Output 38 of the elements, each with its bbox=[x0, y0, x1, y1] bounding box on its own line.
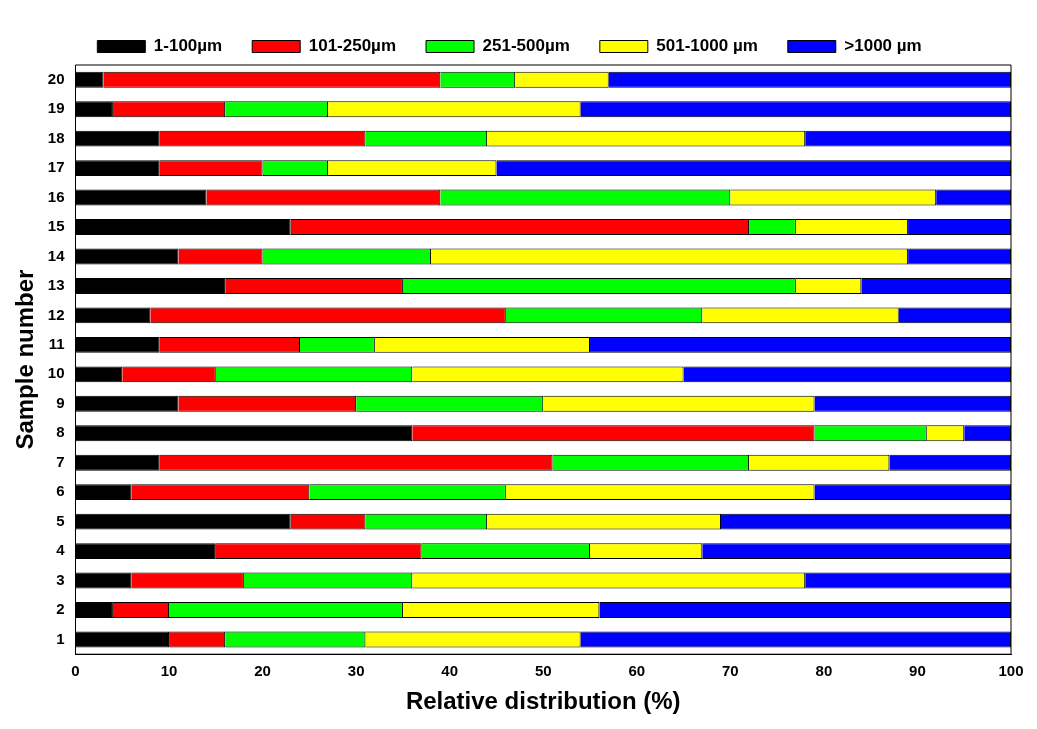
x-tick-label: 40 bbox=[441, 662, 459, 680]
x-tick-label: 30 bbox=[347, 662, 365, 680]
y-tick-label: 2 bbox=[56, 600, 65, 618]
y-tick-label: 5 bbox=[56, 511, 65, 529]
y-tick-label: 17 bbox=[47, 158, 65, 176]
y-tick-label: 19 bbox=[47, 99, 65, 117]
y-tick-label: 18 bbox=[47, 128, 65, 146]
x-tick-label: 0 bbox=[71, 662, 80, 680]
y-tick-label: 4 bbox=[56, 541, 66, 559]
legend-label: >1000 µm bbox=[844, 36, 922, 56]
legend-label: 1-100µm bbox=[153, 36, 223, 56]
y-axis-title: Sample number bbox=[11, 269, 39, 450]
y-tick-label: 1 bbox=[56, 629, 65, 647]
x-axis-title: Relative distribution (%) bbox=[405, 687, 681, 715]
y-tick-label: 6 bbox=[56, 482, 65, 500]
y-tick-label: 8 bbox=[56, 423, 65, 441]
y-tick-label: 3 bbox=[56, 570, 65, 588]
x-tick-label: 90 bbox=[909, 662, 926, 680]
y-tick-label: 15 bbox=[47, 217, 65, 235]
y-tick-label: 11 bbox=[48, 335, 65, 353]
y-tick-label: 12 bbox=[47, 305, 65, 323]
y-tick-label: 13 bbox=[47, 276, 65, 294]
x-tick-label: 100 bbox=[998, 662, 1024, 680]
x-tick-label: 80 bbox=[815, 662, 833, 680]
y-tick-label: 16 bbox=[47, 187, 65, 205]
y-tick-label: 20 bbox=[47, 69, 65, 87]
legend-label: 101-250µm bbox=[308, 36, 397, 56]
y-tick-label: 10 bbox=[47, 364, 65, 382]
legend-label: 501-1000 µm bbox=[656, 36, 758, 56]
x-tick-label: 20 bbox=[254, 662, 271, 680]
legend-label: 251-500µm bbox=[482, 36, 570, 56]
x-tick-label: 70 bbox=[722, 662, 739, 680]
x-tick-label: 60 bbox=[628, 662, 646, 680]
y-tick-label: 9 bbox=[56, 393, 65, 411]
y-tick-label: 7 bbox=[56, 452, 65, 470]
x-tick-label: 10 bbox=[160, 662, 178, 680]
x-tick-label: 50 bbox=[534, 662, 552, 680]
y-tick-label: 14 bbox=[47, 246, 66, 264]
